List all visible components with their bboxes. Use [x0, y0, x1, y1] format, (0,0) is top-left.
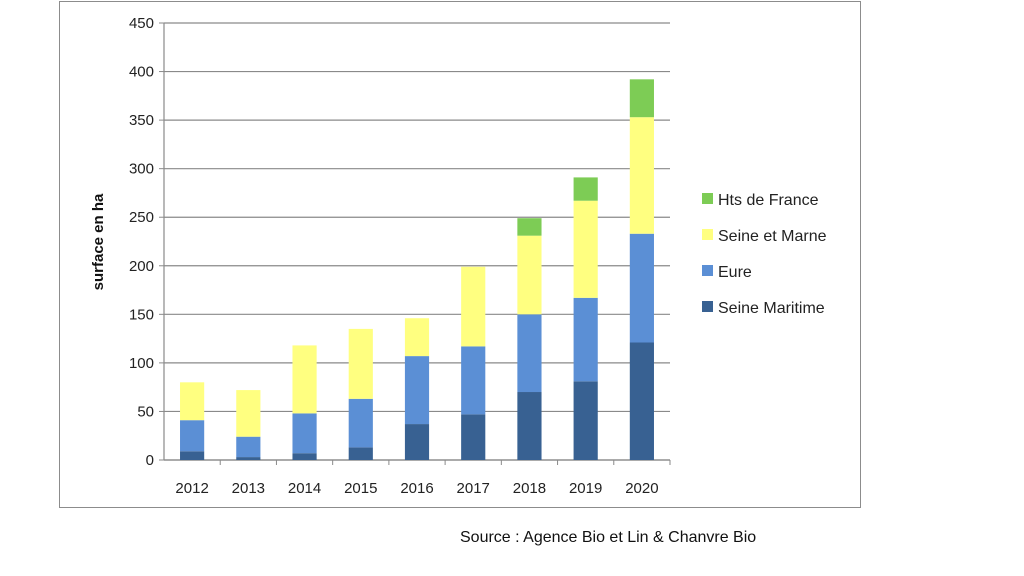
bar-segment	[461, 414, 486, 460]
bar-segment	[180, 451, 205, 460]
bar-segment	[629, 79, 654, 118]
bar-segment	[348, 328, 373, 399]
bar-segment	[517, 218, 542, 236]
bar-segment	[292, 345, 317, 414]
bar-segment	[348, 447, 373, 460]
y-tick-label: 150	[129, 306, 154, 323]
bar-segment	[404, 356, 430, 425]
y-tick-label: 100	[129, 355, 154, 372]
y-tick-label: 400	[129, 64, 154, 81]
legend-swatch	[702, 193, 713, 204]
bar-segment	[573, 381, 598, 460]
y-tick-label: 50	[137, 403, 154, 420]
legend-label: Hts de France	[718, 192, 819, 209]
bar-segment	[573, 200, 598, 298]
y-tick-label: 450	[129, 15, 154, 32]
bar-segment	[629, 233, 654, 343]
bar-segment	[517, 314, 542, 393]
y-tick-label: 0	[146, 452, 154, 469]
x-tick-label: 2012	[175, 480, 208, 497]
y-tick-label: 350	[129, 112, 154, 129]
x-tick-label: 2019	[569, 480, 602, 497]
bar-segment	[404, 318, 430, 357]
y-tick-label: 200	[129, 258, 154, 275]
y-tick-label: 300	[129, 161, 154, 178]
bar-segment	[180, 420, 205, 452]
bar-segment	[404, 424, 430, 460]
legend-swatch	[702, 265, 713, 276]
bar-segment	[292, 413, 317, 454]
bar-segment	[461, 266, 486, 347]
source-note: Source : Agence Bio et Lin & Chanvre Bio	[460, 529, 757, 546]
x-tick-label: 2020	[625, 480, 658, 497]
x-tick-label: 2018	[513, 480, 546, 497]
y-tick-label: 250	[129, 209, 154, 226]
bar-segment	[629, 117, 654, 234]
bar-segment	[629, 342, 654, 460]
bar-segment	[517, 392, 542, 460]
y-axis-title: surface en ha	[90, 193, 107, 290]
x-tick-label: 2014	[288, 480, 321, 497]
bar-segment	[236, 390, 261, 437]
bar-segment	[180, 382, 205, 421]
x-tick-label: 2016	[400, 480, 433, 497]
x-tick-label: 2013	[232, 480, 265, 497]
legend-swatch	[702, 229, 713, 240]
bar-segment	[348, 398, 373, 448]
bar-segment	[292, 453, 317, 460]
x-tick-label: 2017	[457, 480, 490, 497]
bar-segment	[461, 346, 486, 415]
bar-segment	[236, 436, 261, 458]
bar-segment	[573, 297, 598, 382]
legend-label: Seine Maritime	[718, 300, 825, 317]
legend-swatch	[702, 301, 713, 312]
legend-label: Seine et Marne	[718, 228, 827, 245]
bar-segment	[573, 177, 598, 201]
legend-label: Eure	[718, 264, 752, 281]
bar-segment	[517, 235, 542, 315]
x-tick-label: 2015	[344, 480, 377, 497]
bar-segment	[236, 457, 261, 460]
